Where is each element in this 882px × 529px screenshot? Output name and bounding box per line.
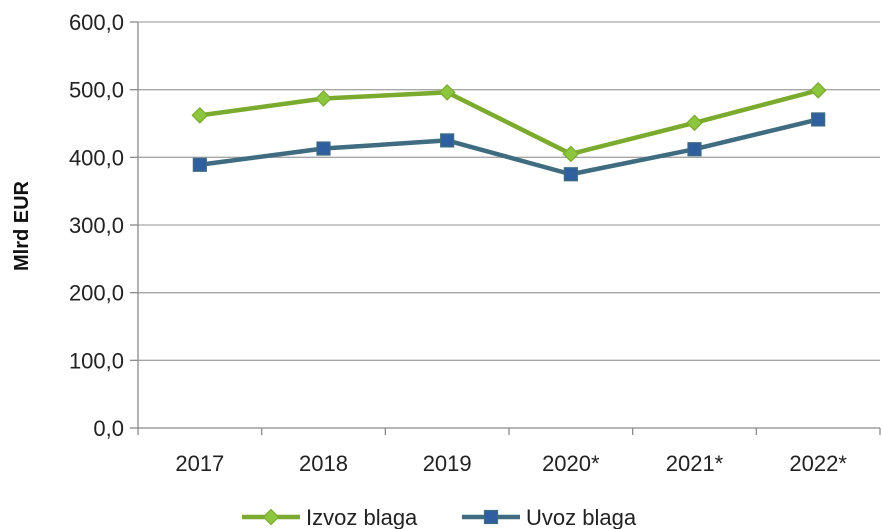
- legend-swatch-marker-2: [483, 509, 499, 525]
- data-point-series-1: [315, 90, 332, 107]
- legend-swatch-marker-1: [262, 508, 280, 526]
- data-point-series-2: [192, 157, 207, 172]
- y-tick-label: 400,0: [69, 145, 124, 170]
- data-point-series-1: [562, 145, 580, 163]
- legend-label-2: Uvoz blaga: [526, 505, 637, 529]
- y-axis-title: Mlrd EUR: [11, 180, 33, 271]
- y-tick-labels: 0,0 100,0 200,0 300,0 400,0 500,0 600,0: [69, 10, 124, 441]
- gridlines: [130, 21, 881, 435]
- data-point-series-1: [191, 107, 209, 124]
- y-tick-label: 500,0: [69, 78, 124, 103]
- x-tick-label: 2022*: [789, 451, 847, 476]
- y-tick-label: 300,0: [69, 213, 124, 238]
- legend: Izvoz blaga Uvoz blaga: [242, 505, 637, 529]
- y-tick-label: 0,0: [93, 416, 124, 441]
- x-tick-label: 2021*: [666, 451, 724, 476]
- data-point-series-1: [686, 114, 703, 132]
- data-point-series-2: [687, 142, 702, 157]
- data-point-series-2: [811, 112, 826, 127]
- data-point-series-1: [438, 84, 456, 101]
- series-line-2: [199, 117, 819, 177]
- data-point-series-2: [563, 167, 578, 182]
- x-tick-label: 2018: [299, 451, 348, 476]
- y-tick-label: 200,0: [69, 281, 124, 306]
- series-line-1: [199, 88, 819, 157]
- y-tick-label: 100,0: [69, 348, 124, 373]
- x-tick-label: 2017: [175, 451, 224, 476]
- legend-label-1: Izvoz blaga: [306, 505, 418, 529]
- data-point-series-1: [809, 81, 827, 99]
- x-tick-label: 2020*: [542, 451, 600, 476]
- x-tick-labels: 2017 2018 2019 2020* 2021* 2022*: [175, 451, 847, 476]
- data-point-series-2: [316, 141, 331, 156]
- y-tick-label: 600,0: [69, 10, 124, 35]
- x-tick-label: 2019: [423, 451, 472, 476]
- series-markers: [191, 81, 827, 182]
- data-point-series-2: [440, 133, 455, 148]
- series-lines: [199, 88, 819, 177]
